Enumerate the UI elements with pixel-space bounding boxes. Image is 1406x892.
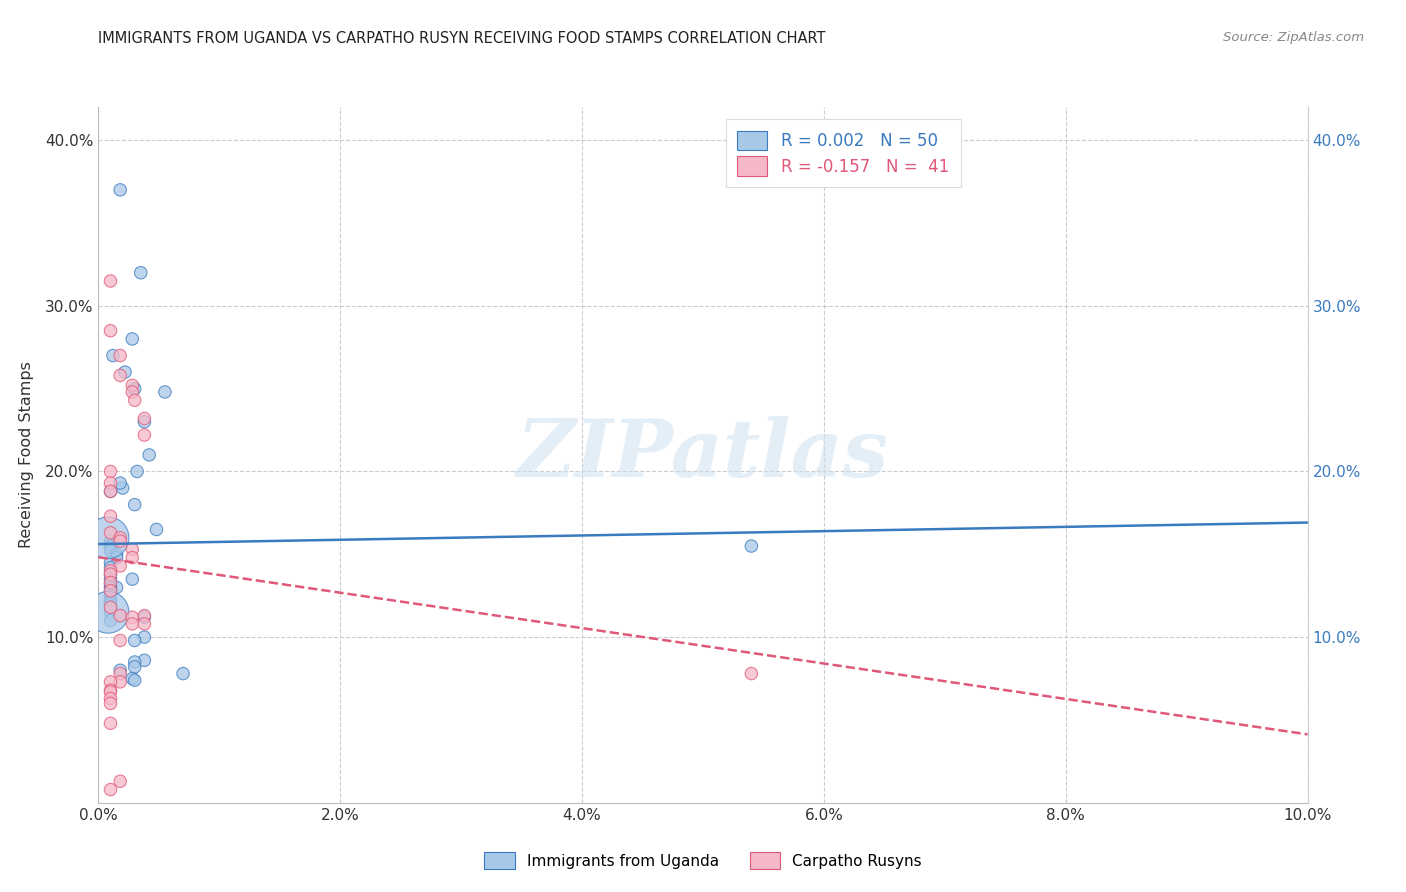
Point [100, 484, 122, 499]
Point [100, 691, 122, 706]
Point [124, 660, 146, 674]
Point [100, 614, 122, 628]
Point [100, 716, 122, 731]
Point [100, 581, 122, 595]
Point [100, 544, 122, 558]
Point [108, 531, 131, 545]
Point [100, 683, 122, 698]
Point [134, 411, 156, 425]
Point [100, 600, 122, 615]
Point [105, 581, 128, 595]
Point [108, 774, 131, 789]
Point [100, 560, 122, 574]
Point [100, 509, 122, 524]
Point [129, 266, 152, 280]
Point [114, 365, 136, 379]
Point [121, 572, 143, 586]
Point [111, 481, 134, 495]
Point [134, 610, 156, 624]
Point [121, 378, 143, 392]
Point [100, 324, 122, 338]
Point [100, 685, 122, 699]
Point [100, 476, 122, 491]
Point [134, 630, 156, 644]
Point [100, 525, 122, 540]
Point [105, 550, 128, 565]
Point [100, 589, 122, 603]
Point [100, 541, 122, 555]
Point [134, 616, 156, 631]
Point [101, 349, 124, 363]
Point [108, 663, 131, 677]
Point [134, 653, 156, 667]
Point [108, 674, 131, 689]
Point [121, 672, 143, 686]
Legend: Immigrants from Uganda, Carpatho Rusyns: Immigrants from Uganda, Carpatho Rusyns [478, 846, 928, 875]
Point [100, 572, 122, 586]
Point [108, 633, 131, 648]
Point [100, 484, 122, 499]
Point [153, 384, 176, 399]
Point [108, 608, 131, 623]
Point [100, 575, 122, 590]
Point [124, 633, 146, 648]
Point [100, 465, 122, 479]
Point [108, 534, 131, 549]
Legend: R = 0.002   N = 50, R = -0.157   N =  41: R = 0.002 N = 50, R = -0.157 N = 41 [725, 119, 960, 187]
Point [121, 542, 143, 557]
Point [124, 673, 146, 688]
Point [100, 593, 122, 607]
Point [97, 605, 120, 619]
Point [145, 523, 167, 537]
Point [121, 616, 143, 631]
Point [134, 415, 156, 429]
Point [121, 332, 143, 346]
Point [134, 608, 156, 623]
Point [740, 539, 762, 553]
Point [108, 476, 131, 491]
Point [100, 534, 122, 549]
Point [108, 183, 131, 197]
Point [100, 567, 122, 582]
Point [124, 382, 146, 396]
Point [100, 782, 122, 797]
Point [100, 674, 122, 689]
Point [124, 498, 146, 512]
Text: IMMIGRANTS FROM UGANDA VS CARPATHO RUSYN RECEIVING FOOD STAMPS CORRELATION CHART: IMMIGRANTS FROM UGANDA VS CARPATHO RUSYN… [98, 31, 825, 46]
Point [100, 564, 122, 578]
Point [108, 666, 131, 681]
Point [740, 666, 762, 681]
Point [100, 556, 122, 570]
Point [134, 428, 156, 442]
Y-axis label: Receiving Food Stamps: Receiving Food Stamps [18, 361, 34, 549]
Point [108, 349, 131, 363]
Point [105, 547, 128, 561]
Point [121, 550, 143, 565]
Point [100, 600, 122, 615]
Point [108, 608, 131, 623]
Point [100, 583, 122, 598]
Point [100, 274, 122, 288]
Point [121, 384, 143, 399]
Point [97, 531, 120, 545]
Point [100, 567, 122, 582]
Text: Source: ZipAtlas.com: Source: ZipAtlas.com [1223, 31, 1364, 45]
Point [172, 666, 194, 681]
Point [121, 610, 143, 624]
Point [100, 577, 122, 591]
Point [100, 539, 122, 553]
Point [127, 465, 149, 479]
Point [100, 597, 122, 611]
Point [100, 605, 122, 619]
Text: ZIPatlas: ZIPatlas [517, 417, 889, 493]
Point [108, 368, 131, 383]
Point [124, 655, 146, 669]
Point [100, 697, 122, 711]
Point [124, 393, 146, 408]
Point [138, 448, 160, 462]
Point [108, 558, 131, 573]
Point [100, 583, 122, 598]
